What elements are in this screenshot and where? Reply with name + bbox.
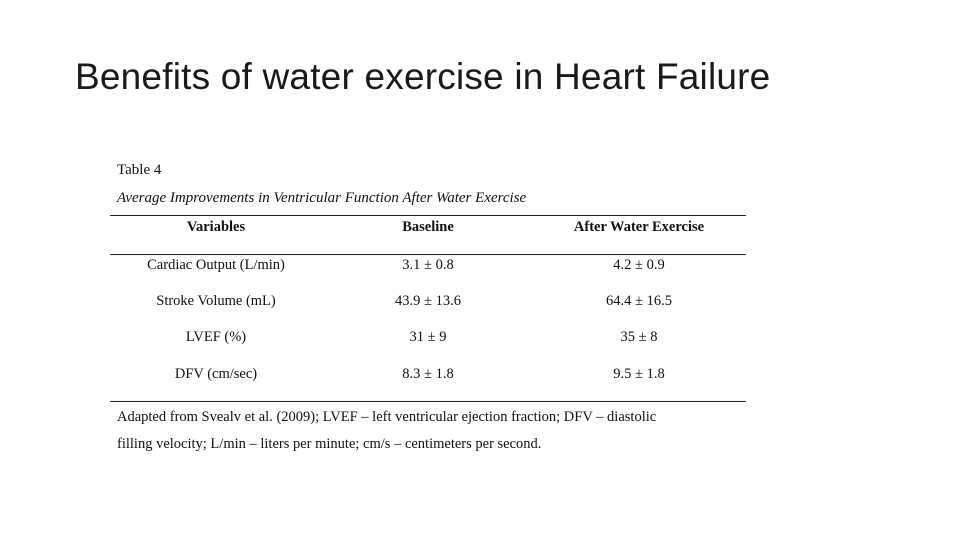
table-number: Table 4 [117, 162, 162, 178]
table-cell-after: 4.2 ± 0.9 [613, 257, 665, 273]
table-cell-baseline: 8.3 ± 1.8 [402, 366, 454, 382]
table-top-rule [110, 215, 746, 216]
table-cell-after: 9.5 ± 1.8 [613, 366, 665, 382]
table-cell-baseline: 43.9 ± 13.6 [395, 293, 461, 309]
table-note-line: filling velocity; L/min – liters per min… [117, 436, 542, 452]
table-bottom-rule [110, 401, 746, 402]
table-cell-variable: LVEF (%) [185, 329, 247, 345]
table-cell-after: 35 ± 8 [620, 329, 658, 345]
table-note: Adapted from Svealv et al. (2009); LVEF … [117, 404, 737, 458]
table-cell-variable: DFV (cm/sec) [174, 366, 258, 382]
table-cell-after: 64.4 ± 16.5 [606, 293, 672, 309]
table-note-line: Adapted from Svealv et al. (2009); LVEF … [117, 409, 657, 425]
table-cell-variable: Stroke Volume (mL) [156, 293, 276, 309]
column-header-variables: Variables [186, 219, 246, 235]
column-header-baseline: Baseline [402, 219, 454, 235]
table-caption: Average Improvements in Ventricular Func… [117, 190, 527, 206]
slide-title: Benefits of water exercise in Heart Fail… [75, 56, 771, 97]
table-header-rule [110, 254, 746, 255]
table-cell-variable: Cardiac Output (L/min) [147, 257, 285, 273]
table-cell-baseline: 3.1 ± 0.8 [402, 257, 454, 273]
table-cell-baseline: 31 ± 9 [409, 329, 447, 345]
column-header-after-water-exercise: After Water Exercise [573, 219, 705, 235]
